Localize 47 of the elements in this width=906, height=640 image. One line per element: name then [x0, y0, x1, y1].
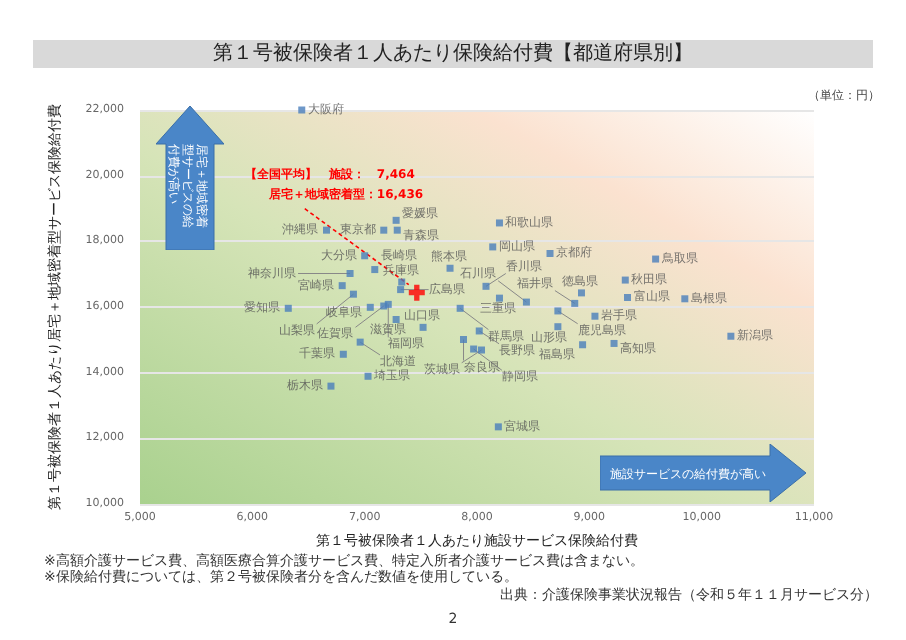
point: [460, 336, 468, 344]
point: [371, 266, 379, 274]
point: [346, 270, 354, 278]
point: [470, 345, 478, 353]
point: [349, 290, 357, 298]
point: [298, 106, 306, 114]
point: [408, 284, 425, 301]
point: [494, 423, 502, 431]
point: [495, 219, 503, 227]
point: [624, 293, 632, 301]
point: [610, 339, 618, 347]
point: [339, 350, 347, 358]
point: [419, 323, 427, 331]
point: [361, 252, 369, 260]
point: [475, 327, 483, 335]
point: [591, 312, 599, 320]
point: [477, 346, 485, 354]
point: [546, 249, 554, 257]
point: [393, 226, 401, 234]
point: [364, 372, 372, 380]
point: [284, 304, 292, 312]
point: [577, 289, 585, 297]
point: [392, 315, 400, 323]
point: [522, 298, 530, 306]
point: [652, 255, 660, 263]
point: [579, 341, 587, 349]
point: [392, 216, 400, 224]
chart-title: 第１号被保険者１人あたり保険給付費【都道府県別】: [213, 41, 693, 65]
point: [621, 276, 629, 284]
point: [380, 226, 388, 234]
point: [456, 304, 464, 312]
point: [397, 286, 405, 294]
point: [554, 323, 562, 331]
point: [446, 264, 454, 272]
point: [366, 303, 374, 311]
point: [681, 295, 689, 303]
point: [338, 282, 346, 290]
point: [554, 307, 562, 315]
point: [482, 282, 490, 290]
point: [356, 338, 364, 346]
point: [489, 243, 497, 251]
point: [495, 294, 503, 302]
point: [327, 382, 335, 390]
point: [571, 299, 579, 307]
point: [322, 226, 330, 234]
point: [398, 278, 406, 286]
point: [727, 332, 735, 340]
